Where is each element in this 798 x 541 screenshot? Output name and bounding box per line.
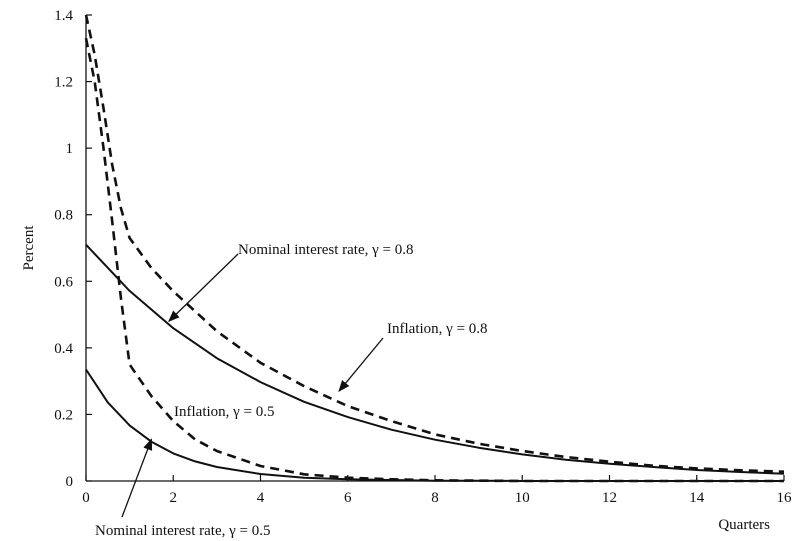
x-tick-label: 12 <box>602 490 617 506</box>
series-line-1 <box>85 244 785 475</box>
annotation-arrow-inf08 <box>338 337 384 393</box>
y-tick-label: 1 <box>66 141 74 157</box>
y-tick-label: 0.8 <box>54 208 73 224</box>
annotation-arrow-nir08 <box>168 253 239 323</box>
y-tick-label: 0.2 <box>54 407 73 423</box>
x-tick-label: 4 <box>257 490 265 506</box>
y-tick-label: 0 <box>66 474 74 490</box>
plot-area: 0 2 4 6 8 10 12 14 16 0 0.2 0.4 0.6 0.8 1 1.2 1.4 Quarter… <box>21 8 792 539</box>
x-tick-label: 8 <box>431 490 439 506</box>
x-tick-label: 2 <box>170 490 178 506</box>
annotation-arrow-nir05 <box>121 438 153 518</box>
annotation-nir05: Nominal interest rate, γ = 0.5 <box>95 523 270 539</box>
y-tick-label: 1.2 <box>54 75 73 91</box>
x-tick-label: 0 <box>82 490 90 506</box>
y-axis-title: Percent <box>21 225 37 271</box>
y-tick-label: 0.4 <box>54 341 73 357</box>
y-tick-label: 1.4 <box>54 8 73 24</box>
annotation-nir08: Nominal interest rate, γ = 0.8 <box>238 242 413 258</box>
annotation-inf05: Inflation, γ = 0.5 <box>174 404 275 420</box>
annotation-inf08: Inflation, γ = 0.8 <box>387 321 488 337</box>
series-line-4 <box>84 38 784 483</box>
x-tick-label: 10 <box>515 490 530 506</box>
y-tick-label: 0.6 <box>54 274 73 290</box>
series-line-2 <box>84 14 785 473</box>
x-tick-label: 6 <box>344 490 352 506</box>
x-axis-title: Quarters <box>718 517 770 533</box>
x-tick-label: 16 <box>777 490 793 506</box>
series-line-3 <box>85 368 784 482</box>
x-tick-label: 14 <box>689 490 705 506</box>
